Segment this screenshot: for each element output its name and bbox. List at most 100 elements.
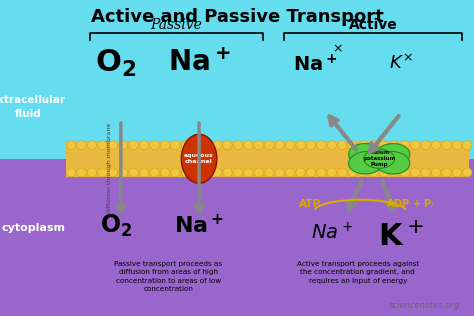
Text: sciencenotes.org: sciencenotes.org — [389, 301, 460, 310]
Ellipse shape — [452, 141, 462, 150]
Ellipse shape — [181, 134, 217, 183]
Ellipse shape — [369, 141, 378, 150]
Bar — [66, 141, 469, 177]
Text: diffusion through membrane: diffusion through membrane — [107, 122, 111, 213]
Text: ATP: ATP — [300, 199, 321, 209]
Ellipse shape — [348, 141, 357, 150]
Ellipse shape — [160, 141, 170, 150]
Ellipse shape — [98, 168, 107, 177]
Ellipse shape — [118, 168, 128, 177]
Ellipse shape — [98, 141, 107, 150]
Ellipse shape — [452, 168, 462, 177]
Ellipse shape — [171, 141, 180, 150]
Ellipse shape — [442, 168, 451, 177]
Ellipse shape — [181, 141, 191, 150]
Ellipse shape — [421, 168, 430, 177]
Ellipse shape — [77, 141, 86, 150]
Text: $\mathbf{Na^+}$: $\mathbf{Na^+}$ — [168, 49, 230, 77]
Ellipse shape — [264, 168, 274, 177]
Ellipse shape — [306, 141, 316, 150]
Ellipse shape — [364, 149, 394, 168]
Text: sodium
potassium
Pump: sodium potassium Pump — [363, 150, 395, 167]
Ellipse shape — [442, 141, 451, 150]
Ellipse shape — [181, 168, 191, 177]
Ellipse shape — [150, 141, 159, 150]
Ellipse shape — [400, 141, 410, 150]
Ellipse shape — [77, 168, 86, 177]
Ellipse shape — [421, 141, 430, 150]
Ellipse shape — [285, 168, 295, 177]
Ellipse shape — [348, 168, 357, 177]
Text: extracellular
fluid: extracellular fluid — [0, 95, 66, 119]
Ellipse shape — [327, 168, 337, 177]
Ellipse shape — [202, 141, 211, 150]
Text: aqueous
channel: aqueous channel — [184, 153, 214, 164]
Ellipse shape — [129, 168, 138, 177]
Text: $\mathit{Na}^+$: $\mathit{Na}^+$ — [311, 222, 353, 243]
Ellipse shape — [379, 141, 389, 150]
Ellipse shape — [358, 168, 368, 177]
Ellipse shape — [87, 168, 97, 177]
Ellipse shape — [317, 141, 326, 150]
Ellipse shape — [390, 168, 399, 177]
Ellipse shape — [191, 168, 201, 177]
Text: $\mathbf{O_2}$: $\mathbf{O_2}$ — [100, 213, 132, 239]
Text: Active: Active — [349, 18, 398, 32]
Ellipse shape — [369, 168, 378, 177]
Ellipse shape — [264, 141, 274, 150]
Ellipse shape — [337, 141, 347, 150]
Ellipse shape — [275, 168, 284, 177]
Text: ADP + P$_i$: ADP + P$_i$ — [385, 197, 435, 211]
Text: Active and Passive Transport: Active and Passive Transport — [91, 8, 383, 26]
Text: $K^{\times}$: $K^{\times}$ — [389, 54, 412, 73]
Ellipse shape — [223, 168, 232, 177]
Ellipse shape — [296, 141, 305, 150]
Ellipse shape — [463, 141, 472, 150]
Ellipse shape — [233, 168, 243, 177]
Ellipse shape — [118, 141, 128, 150]
Ellipse shape — [348, 143, 383, 166]
Text: $\mathbf{O_2}$: $\mathbf{O_2}$ — [95, 48, 137, 79]
Text: $\mathbf{K}^+$: $\mathbf{K}^+$ — [378, 222, 423, 252]
Ellipse shape — [160, 168, 170, 177]
Ellipse shape — [275, 141, 284, 150]
Ellipse shape — [410, 141, 420, 150]
Ellipse shape — [337, 168, 347, 177]
Ellipse shape — [390, 141, 399, 150]
Ellipse shape — [327, 141, 337, 150]
Ellipse shape — [139, 141, 149, 150]
Ellipse shape — [254, 168, 264, 177]
Ellipse shape — [348, 151, 383, 174]
Text: Passive: Passive — [151, 18, 202, 32]
Ellipse shape — [139, 168, 149, 177]
Text: $\mathbf{Na^+}$: $\mathbf{Na^+}$ — [293, 54, 337, 76]
Ellipse shape — [212, 168, 222, 177]
Text: Active transport proceeds against
the concentration gradient, and
requires an in: Active transport proceeds against the co… — [297, 261, 419, 284]
Ellipse shape — [108, 141, 118, 150]
Bar — [0, 0, 474, 159]
Ellipse shape — [379, 168, 389, 177]
Ellipse shape — [431, 168, 441, 177]
Ellipse shape — [317, 168, 326, 177]
Ellipse shape — [223, 141, 232, 150]
Ellipse shape — [375, 143, 410, 166]
Ellipse shape — [202, 168, 211, 177]
Bar — [0, 159, 474, 316]
Ellipse shape — [244, 141, 253, 150]
Text: $\times$: $\times$ — [332, 42, 343, 56]
Ellipse shape — [254, 141, 264, 150]
Ellipse shape — [233, 141, 243, 150]
Ellipse shape — [306, 168, 316, 177]
Text: $\mathbf{Na^+}$: $\mathbf{Na^+}$ — [174, 214, 224, 238]
Ellipse shape — [66, 141, 76, 150]
Ellipse shape — [87, 141, 97, 150]
Text: Passive transport proceeds as
diffusion from areas of high
concentration to area: Passive transport proceeds as diffusion … — [114, 261, 222, 292]
Ellipse shape — [150, 168, 159, 177]
Ellipse shape — [212, 141, 222, 150]
Ellipse shape — [285, 141, 295, 150]
Ellipse shape — [244, 168, 253, 177]
Ellipse shape — [171, 168, 180, 177]
Ellipse shape — [375, 151, 410, 174]
Ellipse shape — [108, 168, 118, 177]
Ellipse shape — [129, 141, 138, 150]
